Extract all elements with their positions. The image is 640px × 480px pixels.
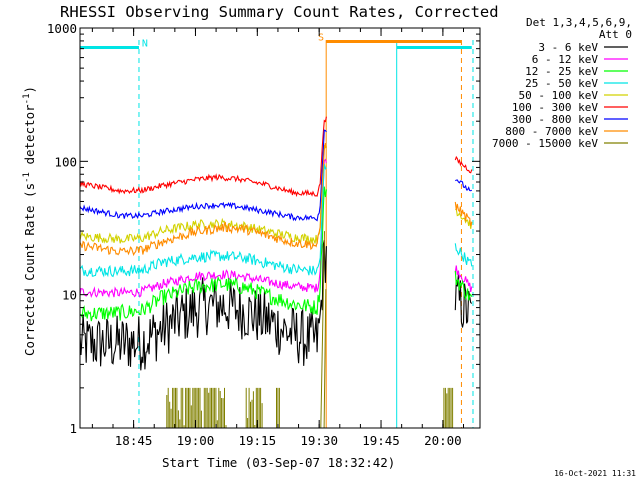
x-tick-label-1: 18:45 [115, 433, 153, 448]
plot-area [80, 28, 480, 428]
data-layer: NS [79, 33, 474, 429]
axes-frame [79, 27, 481, 429]
x-tick-label-2: 19:00 [177, 433, 215, 448]
legend-label-7: 300 - 800 keV [512, 113, 598, 126]
plot-background [80, 28, 480, 428]
x-tick-label-6: 20:00 [424, 433, 462, 448]
x-tick-label-3: 19:15 [238, 433, 276, 448]
legend-label-9: 7000 - 15000 keV [492, 137, 598, 150]
x-axis-label: Start Time (03-Sep-07 18:32:42) [162, 455, 395, 470]
legend-label-6: 100 - 300 keV [512, 101, 598, 114]
series-3-6-kev-line [79, 240, 473, 371]
flag-n-label: N [142, 39, 148, 50]
series-12-25-kev-line [79, 186, 473, 322]
series-50-100-kev-line [79, 144, 473, 245]
legend-header-line-2: Att 0 [599, 28, 632, 41]
y-tick-label-2: 10 [62, 288, 77, 303]
legend-label-5: 50 - 100 keV [519, 89, 599, 102]
chart-title: RHESSI Observing Summary Count Rates, Co… [60, 3, 499, 21]
y-axis-label: Corrected Count Rate (s-1 detector-1) [22, 86, 37, 356]
series-100-300-kev-line [79, 116, 473, 198]
x-tick-label-5: 19:45 [362, 433, 400, 448]
legend-label-2: 6 - 12 keV [532, 53, 599, 66]
footer-date: 16-Oct-2021 11:31 [554, 469, 636, 478]
y-tick-label-1: 1 [69, 421, 77, 436]
legend-label-8: 800 - 7000 keV [505, 125, 598, 138]
legend-label-3: 12 - 25 keV [525, 65, 598, 78]
legend-label-4: 25 - 50 keV [525, 77, 598, 90]
series-6-12-kev-line [79, 158, 473, 299]
legend-label-1: 3 - 6 keV [538, 41, 598, 54]
series-300-800-kev-line [79, 129, 473, 222]
axes: 1 10 100 1000 18:45 19:00 19:15 19:30 19:45 20:00 [47, 21, 481, 448]
series-25-50-kev-line [79, 164, 473, 278]
x-tick-label-4: 19:30 [300, 433, 338, 448]
y-tick-label-3: 100 [54, 154, 77, 169]
flag-s-label: S [318, 33, 324, 44]
series-800-7000-kev-line [79, 142, 473, 257]
y-tick-label-4: 1000 [47, 21, 77, 36]
legend-header-line-1: Det 1,3,4,5,6,9, [526, 16, 632, 29]
series-7000-15000-kev-line [166, 231, 454, 429]
